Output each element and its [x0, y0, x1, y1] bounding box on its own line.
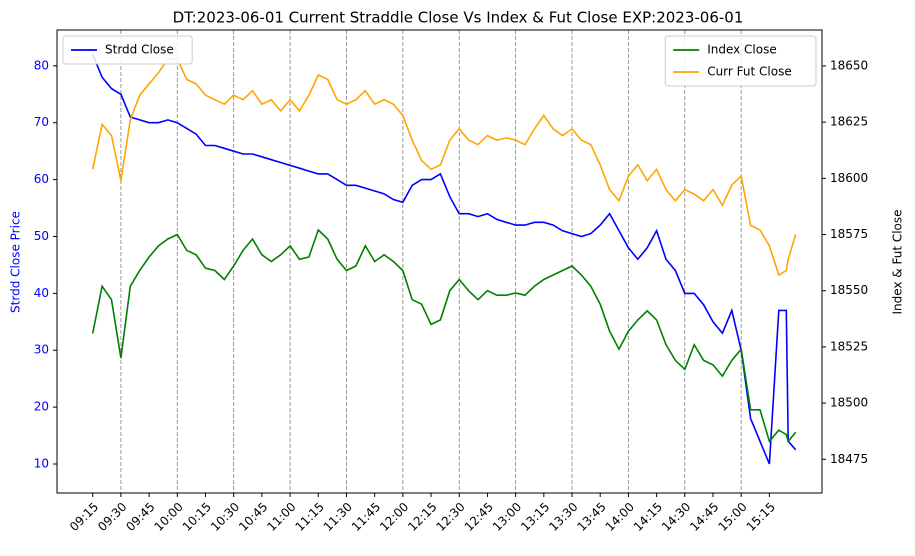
- y2-tick-label: 18600: [830, 171, 868, 185]
- chart-title: DT:2023-06-01 Current Straddle Close Vs …: [173, 9, 744, 27]
- y2-tick-label: 18500: [830, 396, 868, 410]
- x-tick-label: 14:30: [659, 500, 693, 534]
- y2-tick-label: 18550: [830, 283, 868, 297]
- y-tick-label: 30: [34, 343, 49, 357]
- legend-box: [664, 35, 817, 87]
- series-line: [91, 54, 797, 465]
- y-tick-label: 80: [34, 58, 49, 72]
- series-line: [91, 58, 797, 277]
- x-tick-label: 09:45: [123, 500, 157, 534]
- y2-axis-label: Index & Fut Close: [891, 209, 905, 314]
- series-line: [91, 228, 797, 443]
- legend-label: Index Close: [707, 43, 777, 57]
- x-tick-label: 09:30: [95, 500, 129, 534]
- x-tick-label: 15:00: [715, 500, 749, 534]
- x-tick-label: 14:45: [687, 500, 721, 534]
- x-tick-label: 14:00: [603, 500, 637, 534]
- y-tick-label: 40: [34, 286, 49, 300]
- x-tick-label: 11:15: [293, 500, 327, 534]
- x-tick-label: 11:45: [349, 500, 383, 534]
- legend-box: [62, 35, 193, 65]
- x-tick-label: 12:15: [405, 500, 439, 534]
- legend-label: Curr Fut Close: [707, 65, 792, 79]
- legend-label: Strdd Close: [105, 43, 174, 57]
- y2-tick-label: 18475: [830, 452, 868, 466]
- x-tick-label: 14:15: [631, 500, 665, 534]
- x-tick-label: 10:45: [236, 500, 270, 534]
- x-tick-label: 12:30: [433, 500, 467, 534]
- x-tick-label: 12:45: [462, 500, 496, 534]
- x-tick-label: 10:30: [208, 500, 242, 534]
- x-tick-label: 10:15: [180, 500, 214, 534]
- y2-tick-label: 18525: [830, 339, 868, 353]
- y-tick-label: 70: [34, 115, 49, 129]
- y-tick-label: 50: [34, 229, 49, 243]
- y2-tick-label: 18650: [830, 58, 868, 72]
- y2-tick-label: 18625: [830, 115, 868, 129]
- x-tick-label: 13:30: [546, 500, 580, 534]
- y-tick-label: 10: [34, 456, 49, 470]
- x-tick-label: 12:00: [377, 500, 411, 534]
- y-tick-label: 20: [34, 400, 49, 414]
- x-tick-label: 15:15: [744, 500, 778, 534]
- x-tick-label: 10:00: [152, 500, 186, 534]
- y-tick-label: 60: [34, 172, 49, 186]
- x-tick-label: 13:00: [490, 500, 524, 534]
- x-tick-label: 11:00: [264, 500, 298, 534]
- plot-frame: [56, 29, 823, 494]
- y-axis-label: Strdd Close Price: [9, 211, 23, 313]
- y2-tick-label: 18575: [830, 227, 868, 241]
- x-tick-label: 11:30: [321, 500, 355, 534]
- x-tick-label: 09:15: [67, 500, 101, 534]
- x-tick-label: 13:15: [518, 500, 552, 534]
- x-tick-label: 13:45: [574, 500, 608, 534]
